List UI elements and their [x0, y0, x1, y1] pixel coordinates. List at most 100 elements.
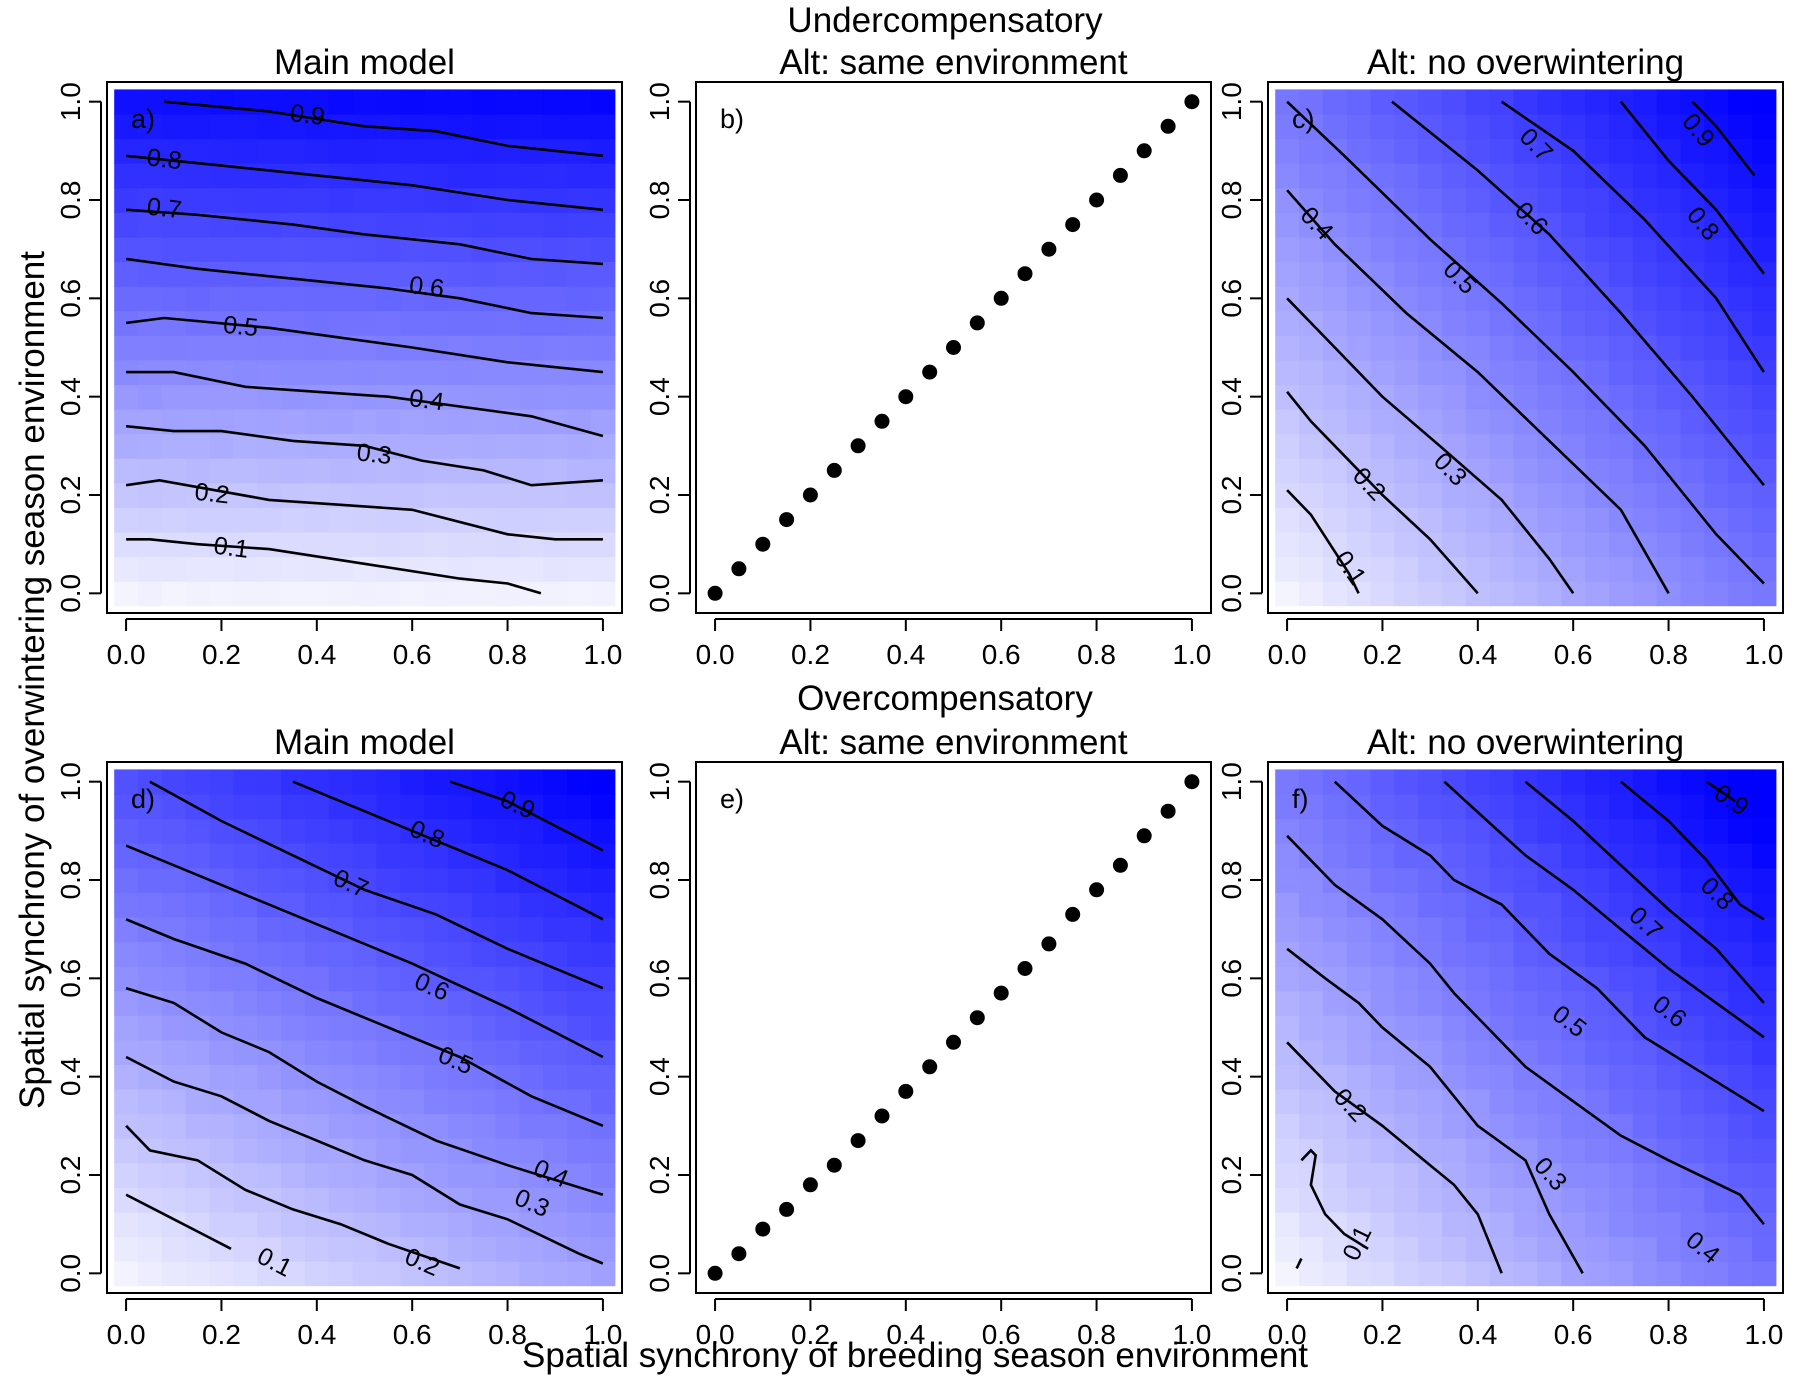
heatmap-cell: [495, 1064, 520, 1090]
heatmap-cell: [138, 482, 163, 508]
heatmap-cell: [1728, 359, 1753, 385]
contour-line: [125, 424, 603, 487]
heatmap-cell: [1442, 1089, 1467, 1115]
heatmap-cell: [424, 114, 449, 140]
heatmap-cell: [1752, 916, 1777, 943]
heatmap-cell: [1394, 89, 1419, 115]
heatmap-cell: [495, 1138, 520, 1164]
data-point: [779, 1201, 795, 1217]
heatmap-cell: [1394, 1261, 1419, 1287]
heatmap-cell: [495, 1236, 520, 1262]
heatmap-cell: [1275, 1113, 1300, 1139]
heatmap-cell: [1275, 966, 1300, 992]
heatmap-cell: [1632, 89, 1658, 115]
heatmap-cell: [161, 1015, 187, 1041]
heatmap-cell: [1680, 212, 1705, 238]
heatmap-cell: [424, 794, 449, 820]
x-tick-label: 0.4: [297, 639, 336, 670]
heatmap-cell: [1704, 1236, 1729, 1262]
heatmap-cell: [1299, 1089, 1324, 1115]
heatmap-cell: [376, 89, 401, 115]
data-point: [850, 1133, 866, 1149]
heatmap-cell: [209, 1113, 234, 1139]
heatmap-cell: [519, 867, 544, 893]
heatmap-cell: [1370, 794, 1395, 820]
scatter-points: [707, 774, 1200, 1281]
heatmap-cell: [495, 310, 520, 336]
heatmap-cell: [1632, 1236, 1658, 1262]
heatmap-cell: [471, 1211, 497, 1238]
heatmap-cell: [328, 458, 354, 484]
heatmap-cell: [233, 458, 258, 484]
heatmap-cell: [591, 1236, 616, 1262]
heatmap-cell: [1632, 384, 1658, 410]
heatmap-cell: [1513, 359, 1538, 385]
heatmap-cell: [1537, 138, 1562, 164]
heatmap-cell: [471, 556, 497, 582]
heatmap-cell: [1489, 794, 1515, 820]
heatmap-cell: [567, 1261, 592, 1287]
heatmap-cell: [1704, 89, 1729, 115]
heatmap-cell: [1418, 458, 1443, 484]
heatmap-cell: [1585, 916, 1610, 943]
heatmap-cell: [1704, 1187, 1729, 1213]
heatmap-cell: [1656, 384, 1681, 410]
heatmap-cell: [1728, 114, 1753, 140]
heatmap-cell: [424, 843, 449, 869]
heatmap-cell: [352, 310, 377, 336]
heatmap-cell: [138, 163, 163, 189]
heatmap-cell: [1394, 867, 1419, 893]
heatmap-cell: [1489, 1236, 1515, 1262]
data-point: [993, 290, 1009, 306]
heatmap-cell: [1608, 482, 1634, 508]
heatmap-cell: [1442, 531, 1467, 558]
heatmap-cell: [424, 335, 449, 361]
heatmap-cell: [471, 89, 497, 115]
heatmap-cell: [400, 966, 425, 992]
heatmap-cell: [138, 581, 163, 607]
heatmap-cell: [1322, 359, 1348, 385]
heatmap-cell: [1322, 114, 1348, 140]
heatmap-cell: [209, 507, 234, 533]
heatmap-cell: [281, 1261, 306, 1287]
heatmap-cell: [495, 114, 520, 140]
heatmap-cell: [1299, 1187, 1324, 1213]
heatmap-cell: [281, 818, 306, 844]
heatmap-cell: [376, 581, 401, 607]
heatmap-cell: [447, 433, 473, 459]
contour-line: [149, 780, 604, 990]
heatmap-cell: [1465, 794, 1491, 820]
heatmap-cell: [1680, 1261, 1705, 1287]
heatmap-cell: [304, 1089, 330, 1115]
data-point: [969, 315, 985, 331]
heatmap-cell: [424, 482, 449, 508]
heatmap-cell: [1299, 1039, 1324, 1065]
heatmap-cell: [1752, 1138, 1777, 1164]
heatmap-cell: [328, 1064, 354, 1090]
heatmap-cell: [376, 867, 401, 893]
heatmap-cell: [1608, 335, 1634, 361]
heatmap-cell: [1346, 433, 1372, 459]
x-tick-label: 0.4: [1458, 639, 1497, 670]
heatmap-cell: [1489, 458, 1515, 484]
heatmap-cell: [1299, 818, 1324, 844]
heatmap-cell: [138, 1261, 163, 1287]
heatmap-cell: [114, 286, 139, 312]
heatmap-cell: [1394, 1015, 1419, 1041]
heatmap-cell: [543, 769, 568, 795]
heatmap-cell: [376, 138, 401, 164]
heatmap-cell: [161, 384, 187, 410]
heatmap-cell: [257, 916, 282, 943]
heatmap-cell: [1322, 261, 1348, 287]
heatmap-cell: [1322, 916, 1348, 943]
heatmap-cell: [1465, 1187, 1491, 1213]
heatmap-cell: [471, 384, 497, 410]
panel-title: Alt: same environment: [779, 723, 1127, 762]
plot-frame: [1267, 81, 1784, 614]
y-tick-label: 1.0: [644, 82, 675, 121]
heatmap-cell: [114, 892, 139, 918]
heatmap-cell: [304, 581, 330, 607]
heatmap-cell: [543, 1113, 568, 1139]
heatmap-cell: [543, 1211, 568, 1238]
heatmap-cell: [1275, 138, 1300, 164]
